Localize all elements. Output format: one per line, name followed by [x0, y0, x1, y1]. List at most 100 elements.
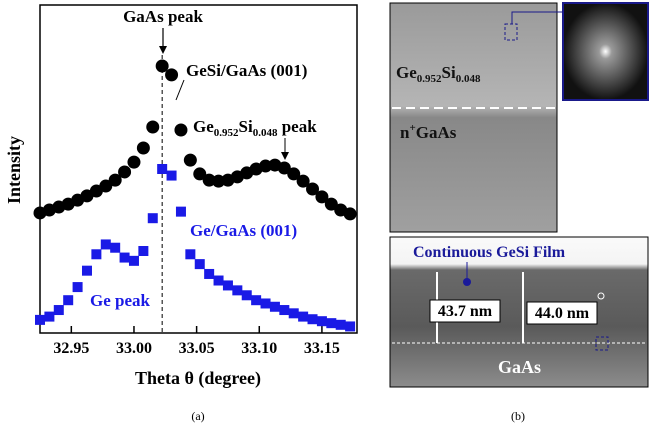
data-point: [324, 197, 338, 211]
data-point: [232, 285, 243, 296]
data-point: [345, 321, 356, 332]
annotation: Ge0.952Si0.048 peak: [193, 117, 317, 139]
data-point: [306, 182, 320, 196]
data-point: [287, 167, 301, 181]
data-point: [343, 207, 357, 221]
data-point: [81, 265, 92, 276]
data-point: [174, 123, 188, 137]
data-point: [307, 314, 318, 325]
arrow-head: [159, 46, 167, 54]
text: +: [409, 122, 415, 134]
fft-region: [504, 23, 518, 41]
data-point: [326, 318, 337, 329]
data-point: [288, 308, 299, 319]
data-point: [279, 305, 290, 316]
y-axis-label: Intensity: [4, 136, 24, 204]
x-tick-label: 33.10: [241, 340, 277, 357]
plot-frame: [39, 4, 358, 334]
data-point: [298, 311, 309, 322]
data-point: [251, 295, 262, 306]
image-label: 43.7 nm: [438, 303, 493, 320]
leader: [175, 79, 185, 101]
text: 0.952: [214, 127, 239, 139]
annotation: GaAs peak: [123, 7, 203, 26]
data-point: [108, 173, 122, 187]
data-point: [315, 190, 329, 204]
legend-label: GeSi/GaAs (001): [186, 61, 307, 80]
data-point: [183, 153, 197, 167]
data-point: [175, 206, 186, 217]
label-box: [429, 299, 501, 323]
data-point: [119, 252, 130, 263]
data-point: [194, 259, 205, 270]
data-point: [222, 280, 233, 291]
fft-region: [595, 336, 609, 351]
data-point: [260, 298, 271, 309]
data-point: [155, 59, 169, 73]
caption: (b): [511, 409, 525, 423]
data-point: [202, 173, 216, 187]
data-point: [35, 314, 45, 325]
data-point: [72, 282, 83, 293]
data-point: [100, 239, 111, 250]
plot-area: 32.95 33.00 33.05 33.10 33.15: [33, 55, 357, 357]
marker-ring: [597, 292, 605, 300]
text: Ge: [193, 117, 214, 136]
legend-label: Ge/GaAs (001): [190, 221, 297, 240]
data-point: [91, 249, 102, 260]
arrow-head: [281, 152, 289, 160]
text: 0.952: [417, 73, 442, 85]
text: Si: [239, 117, 253, 136]
text: peak: [277, 117, 317, 136]
image-label: n+GaAs: [400, 122, 457, 142]
data-point: [296, 174, 310, 188]
tem-image-top: [389, 2, 558, 233]
x-tick-label: 33.05: [179, 340, 215, 357]
data-point: [165, 68, 179, 82]
image-label: GaAs: [498, 357, 541, 377]
data-point: [127, 155, 141, 169]
x-axis-label: Theta θ (degree): [135, 368, 261, 389]
x-tick-label: 33.15: [304, 340, 340, 357]
data-point: [147, 213, 158, 224]
data-point: [241, 290, 252, 301]
data-point: [128, 255, 139, 266]
data-point: [269, 301, 280, 312]
x-tick-label: 32.95: [53, 340, 89, 357]
image-label: Ge0.952Si0.048: [396, 63, 481, 85]
text: n: [400, 123, 410, 142]
data-point: [316, 316, 327, 327]
data-point: [110, 242, 121, 253]
text: Ge: [396, 63, 417, 82]
data-point: [277, 161, 291, 175]
data-point: [212, 174, 226, 188]
data-point: [138, 246, 149, 256]
text: GaAs: [416, 123, 457, 142]
label-box: [526, 301, 598, 325]
x-tick-label: 33.00: [116, 340, 152, 357]
data-point: [185, 249, 196, 260]
data-point: [259, 159, 273, 173]
text: Si: [442, 63, 456, 82]
annotation: Ge peak: [90, 291, 151, 310]
data-point: [118, 165, 132, 179]
data-point: [146, 120, 160, 134]
data-point: [193, 167, 207, 181]
data-point: [53, 305, 64, 316]
leader: [511, 11, 563, 24]
fft-inset: [562, 2, 649, 101]
data-point: [204, 268, 215, 279]
data-point: [166, 170, 177, 181]
caption: (a): [191, 409, 204, 423]
data-point: [213, 275, 224, 286]
data-point: [136, 141, 150, 155]
text: 0.048: [456, 73, 481, 85]
marker-dot: [463, 278, 471, 286]
image-label: Continuous GeSi Film: [413, 244, 566, 261]
data-point: [157, 164, 168, 174]
data-point: [63, 295, 74, 306]
data-point: [335, 319, 346, 330]
text: 0.048: [253, 127, 278, 139]
data-point: [99, 179, 113, 193]
